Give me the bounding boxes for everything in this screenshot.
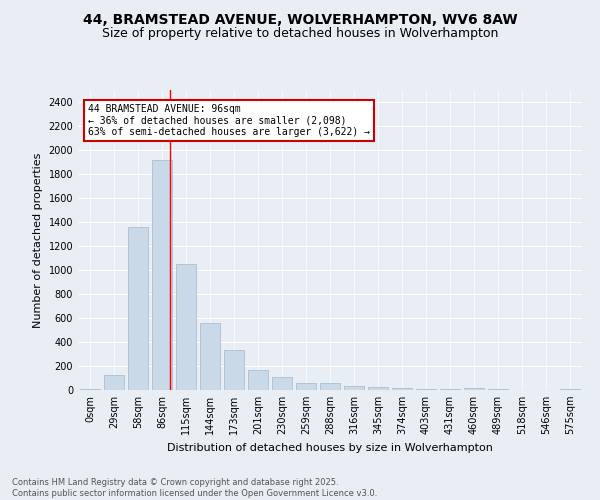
Bar: [176, 264, 196, 390]
Y-axis label: Number of detached properties: Number of detached properties: [33, 152, 43, 328]
Text: 44 BRAMSTEAD AVENUE: 96sqm
← 36% of detached houses are smaller (2,098)
63% of s: 44 BRAMSTEAD AVENUE: 96sqm ← 36% of deta…: [88, 104, 370, 136]
Bar: [464, 388, 484, 390]
Bar: [368, 387, 388, 390]
Bar: [392, 388, 412, 390]
Bar: [224, 350, 244, 390]
Bar: [152, 160, 172, 390]
Bar: [320, 384, 340, 390]
X-axis label: Distribution of detached houses by size in Wolverhampton: Distribution of detached houses by size …: [167, 442, 493, 452]
Bar: [200, 324, 220, 390]
Bar: [560, 389, 580, 390]
Text: 44, BRAMSTEAD AVENUE, WOLVERHAMPTON, WV6 8AW: 44, BRAMSTEAD AVENUE, WOLVERHAMPTON, WV6…: [83, 12, 517, 26]
Bar: [104, 375, 124, 390]
Bar: [272, 378, 292, 390]
Text: Size of property relative to detached houses in Wolverhampton: Size of property relative to detached ho…: [102, 28, 498, 40]
Bar: [416, 389, 436, 390]
Bar: [344, 386, 364, 390]
Text: Contains HM Land Registry data © Crown copyright and database right 2025.
Contai: Contains HM Land Registry data © Crown c…: [12, 478, 377, 498]
Bar: [80, 389, 100, 390]
Bar: [128, 227, 148, 390]
Bar: [248, 370, 268, 390]
Bar: [296, 383, 316, 390]
